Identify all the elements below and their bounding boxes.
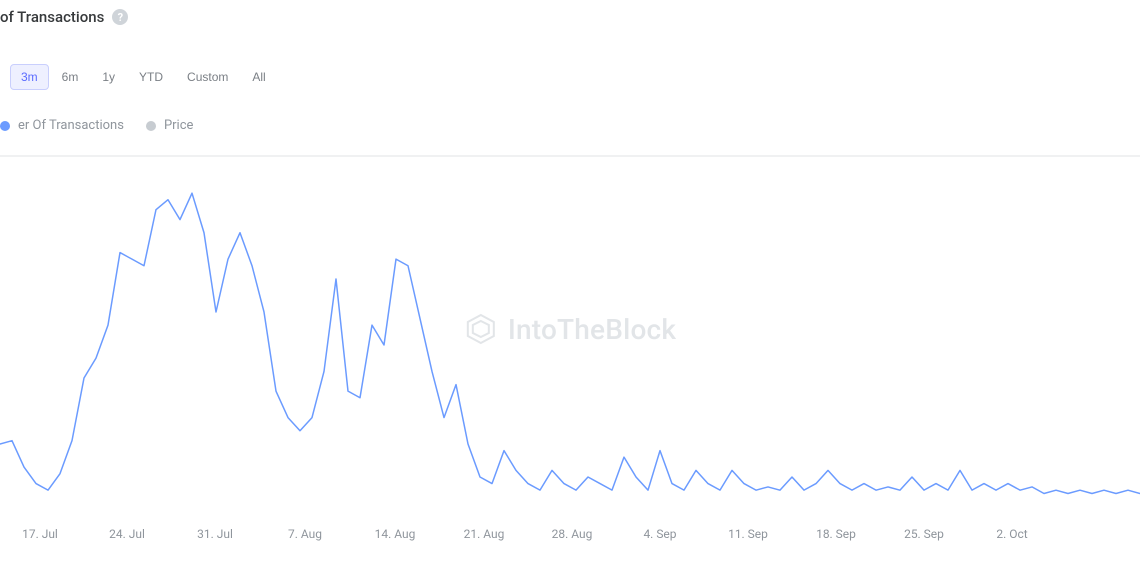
time-range-group: 3m6m1yYTDCustomAll [10, 64, 277, 90]
x-tick-label: 24. Jul [109, 527, 145, 541]
chart-legend: er Of Transactions Price [0, 104, 1140, 143]
series-transactions [0, 193, 1140, 493]
legend-item[interactable]: er Of Transactions [0, 118, 124, 133]
time-range-3m[interactable]: 3m [10, 64, 49, 90]
x-tick-label: 11. Sep [728, 527, 768, 541]
legend-swatch [146, 121, 156, 131]
time-range-toolbar: 3m6m1yYTDCustomAll [0, 26, 1140, 104]
x-tick-label: 17. Jul [22, 527, 58, 541]
time-range-1y[interactable]: 1y [91, 64, 126, 90]
time-range-all[interactable]: All [241, 64, 276, 90]
x-tick-label: 2. Oct [996, 527, 1027, 541]
legend-label: er Of Transactions [18, 118, 124, 133]
time-range-ytd[interactable]: YTD [128, 64, 174, 90]
x-tick-label: 28. Aug [552, 527, 593, 541]
x-axis: 17. Jul 24. Jul 31. Jul 7. Aug 14. Aug 21. Au… [22, 527, 1028, 541]
time-range-custom[interactable]: Custom [176, 64, 239, 90]
x-tick-label: 31. Jul [197, 527, 233, 541]
x-tick-label: 4. Sep [643, 527, 676, 541]
x-tick-label: 21. Aug [464, 527, 505, 541]
legend-label: Price [164, 118, 193, 133]
x-tick-label: 18. Sep [816, 527, 856, 541]
panel-title: of Transactions [0, 8, 104, 26]
help-icon[interactable]: ? [112, 9, 128, 25]
x-tick-label: 25. Sep [904, 527, 944, 541]
x-tick-label: 7. Aug [288, 527, 322, 541]
legend-swatch [0, 121, 10, 131]
chart-area: IntoTheBlock 17. Jul24. Jul31. Jul7. Aug… [0, 156, 1140, 548]
x-tick-label: 14. Aug [375, 527, 416, 541]
time-range-6m[interactable]: 6m [51, 64, 90, 90]
line-chart: 17. Jul 24. Jul 31. Jul 7. Aug 14. Aug 21. Au… [0, 163, 1140, 548]
legend-item[interactable]: Price [146, 118, 193, 133]
panel-title-row: of Transactions ? [0, 0, 1140, 26]
